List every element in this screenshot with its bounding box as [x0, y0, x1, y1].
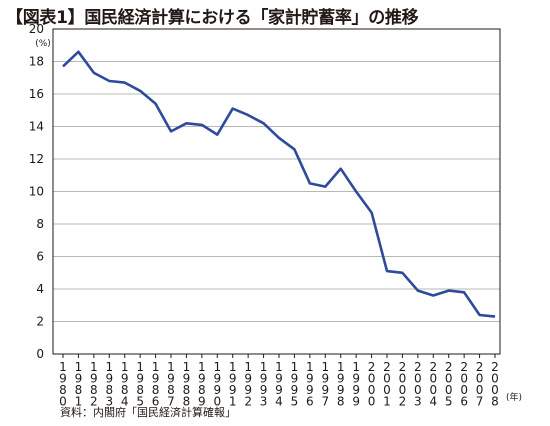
- gridlines: [53, 61, 500, 322]
- y-tick-label: 10: [29, 185, 44, 199]
- source-note: 資料：内閣府「国民経済計算確報」: [60, 406, 236, 419]
- y-axis-ticks: 0 2 4 6 8 10 12 14 16 18 20: [29, 22, 44, 361]
- x-axis-ticks: 1 9 8 0 1 9 8 1 1 9 8 2 1 9 8 3 1 9 8 4 1 9 8 5 1 9 8 6 1 9 8 7 1 9 8 8 1 9 8 9…: [59, 354, 499, 409]
- y-tick-label: 8: [36, 217, 44, 231]
- axis-units: (%) (年): [35, 39, 522, 403]
- series-line: [62, 50, 496, 318]
- x-axis-unit: (年): [506, 391, 522, 403]
- plot-border: [52, 28, 501, 355]
- plot-frame: [52, 28, 501, 355]
- y-tick-label: 4: [36, 282, 44, 296]
- chart-title: 【図表1】国民経済計算における「家計貯蓄率」の推移: [6, 8, 419, 28]
- y-tick-label: 12: [29, 152, 44, 166]
- y-tick-label: 0: [36, 347, 44, 361]
- series-savings-rate: [62, 50, 496, 318]
- y-tick-label: 14: [29, 120, 44, 134]
- y-tick-label: 2: [36, 315, 44, 329]
- y-tick-label: 20: [29, 22, 44, 36]
- y-tick-label: 18: [29, 55, 44, 69]
- y-tick-label: 16: [29, 87, 44, 101]
- y-tick-label: 6: [36, 250, 44, 264]
- y-axis-unit: (%): [35, 39, 51, 49]
